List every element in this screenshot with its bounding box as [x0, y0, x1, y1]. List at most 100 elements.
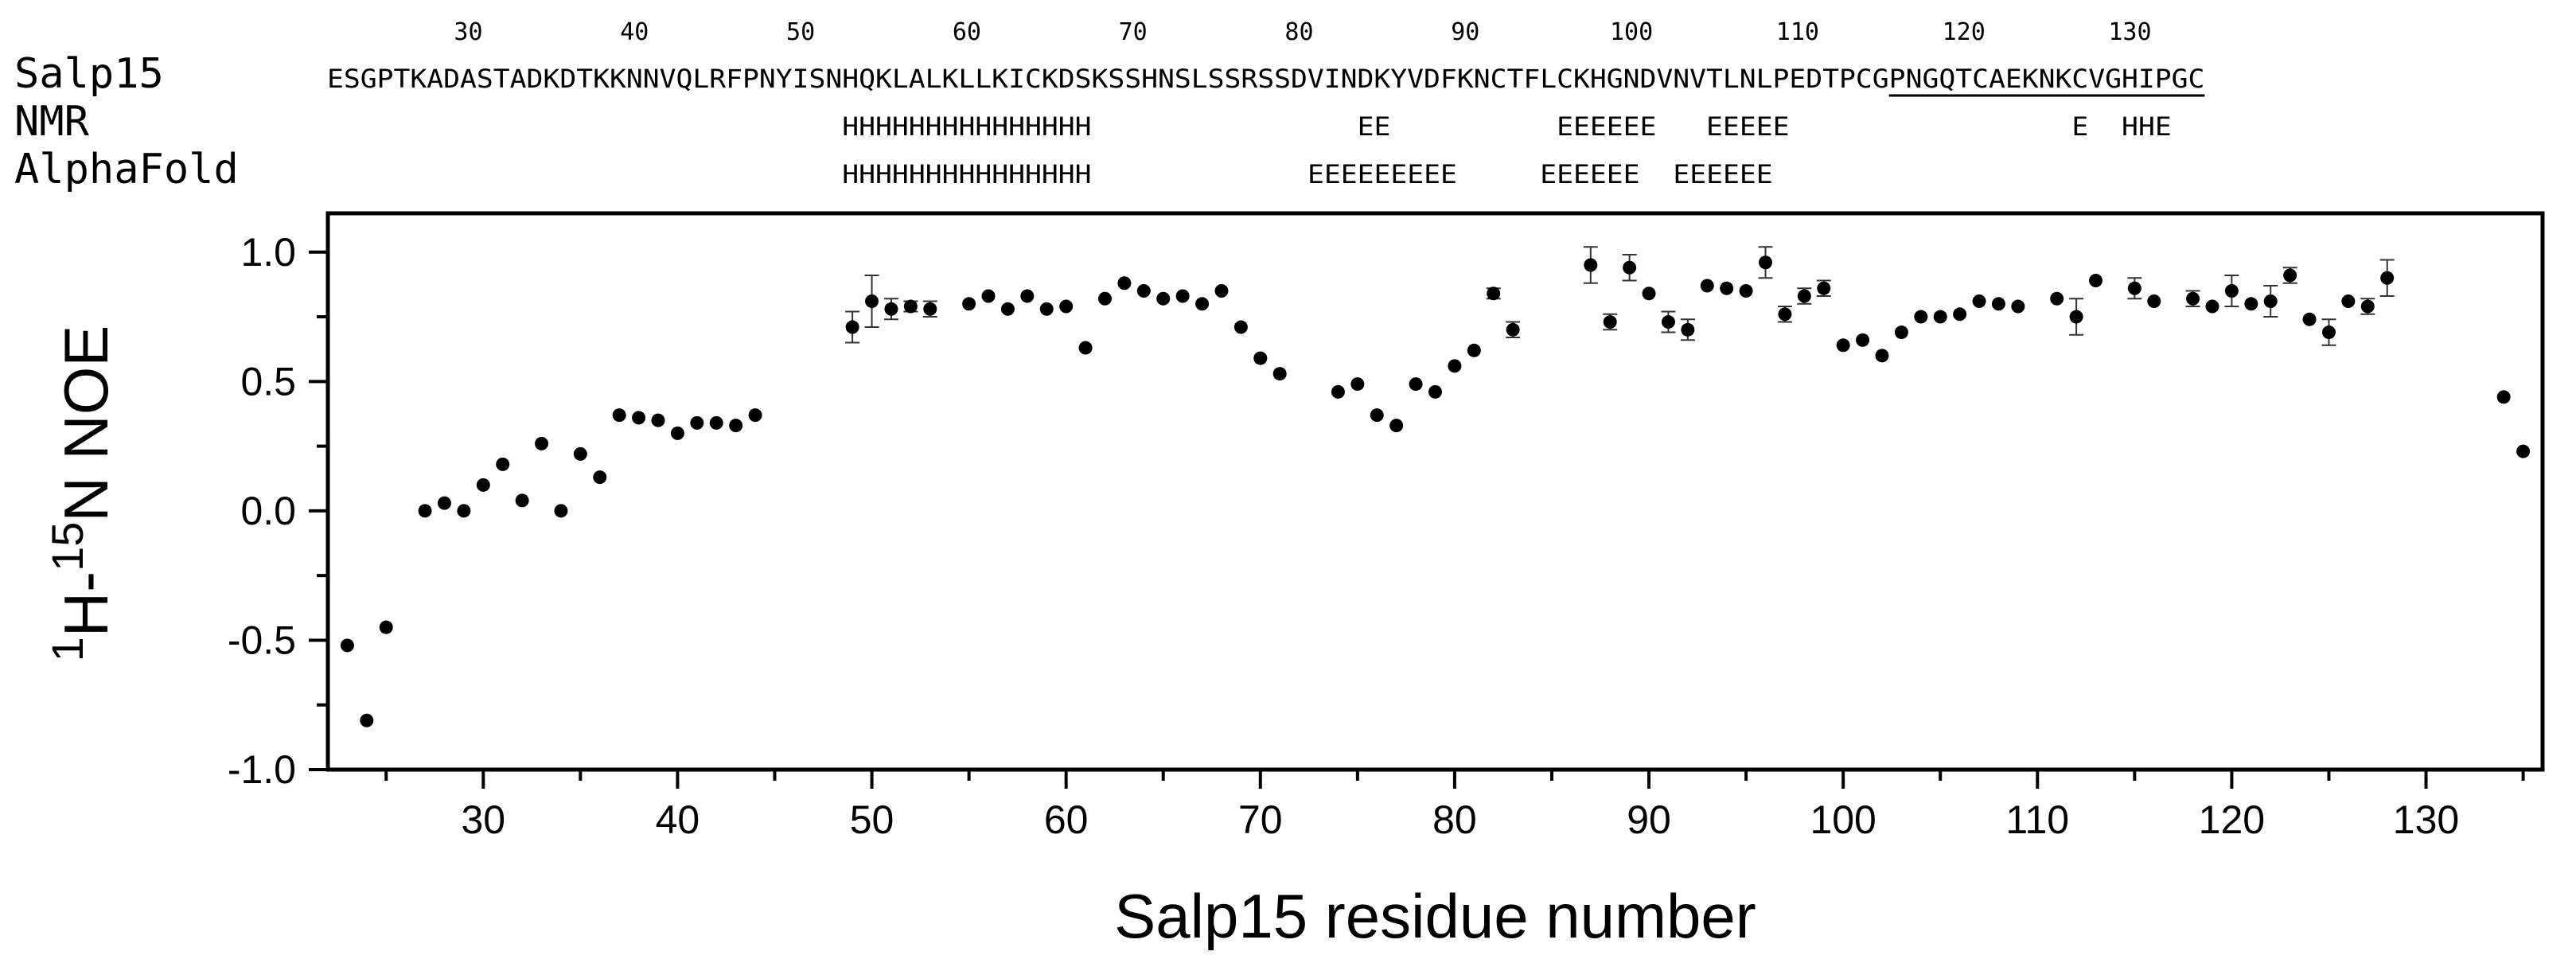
data-point [729, 419, 743, 433]
data-point [2127, 281, 2141, 295]
data-point [690, 415, 704, 430]
y-axis-label: 1H-15N NOE [42, 326, 122, 662]
y-tick-label: 0.0 [240, 489, 296, 533]
data-point [1409, 377, 1423, 392]
y-label-sup1: 1 [42, 637, 92, 661]
ruler-number: 80 [1284, 18, 1313, 46]
data-point [2224, 284, 2239, 298]
ruler-number: 110 [1776, 18, 1819, 46]
x-axis-label: Salp15 residue number [1114, 881, 1756, 951]
data-point [1933, 310, 1947, 324]
track-text: HHHHHHHHHHHHHHH EEEEEEEEE EEEEEE EEEEEE [327, 159, 1773, 189]
data-point [1875, 349, 1889, 363]
data-point [515, 493, 529, 508]
track-label: AlphaFold [14, 146, 239, 193]
x-tick-label: 70 [1238, 797, 1283, 842]
track-label: NMR [14, 98, 90, 146]
data-point [1991, 297, 2005, 311]
data-point [535, 436, 549, 450]
track-text: HHHHHHHHHHHHHHH EE EEEEEE EEEEE E HHE [327, 111, 2172, 142]
data-point [1778, 307, 1792, 322]
data-point [845, 320, 859, 334]
ruler-number: 130 [2108, 18, 2151, 46]
data-point [476, 478, 490, 492]
data-point [1487, 287, 1501, 301]
data-point [1720, 281, 1734, 295]
secondary-structure-tracks: NMR HHHHHHHHHHHHHHH EE EEEEEE EEEEE E HH… [14, 98, 2172, 193]
data-point [1700, 279, 1714, 293]
data-point [1739, 284, 1753, 298]
data-point [2186, 291, 2200, 306]
data-point [573, 446, 587, 461]
data-point [2263, 294, 2278, 309]
data-point [1623, 260, 1637, 275]
data-point [2321, 326, 2336, 340]
data-point [1856, 333, 1870, 347]
data-point [923, 302, 937, 316]
ruler-number: 50 [786, 18, 815, 46]
x-tick-label: 60 [1044, 797, 1089, 842]
data-point [1350, 377, 1365, 392]
x-tick-label: 90 [1627, 797, 1671, 842]
data-point [1428, 384, 1442, 399]
data-point [1331, 384, 1345, 399]
data-point [1953, 307, 1967, 322]
data-point [1914, 310, 1928, 324]
data-point [2205, 299, 2219, 314]
ruler-number: 100 [1610, 18, 1653, 46]
data-point [2380, 271, 2395, 285]
data-point [2050, 291, 2064, 306]
data-point [2069, 310, 2083, 324]
x-tick-label: 80 [1432, 797, 1477, 842]
data-point [1797, 289, 1811, 303]
data-point [2244, 297, 2258, 311]
y-label-sup2: 15 [42, 522, 92, 571]
data-point [457, 504, 471, 518]
y-tick-label: 1.0 [240, 230, 296, 275]
sequence-text: ESGPTKADASTADKDTKKNNVQLRFPNYISNHQKLALKLL… [327, 64, 2204, 94]
x-tick-label: 50 [850, 797, 894, 842]
y-tick-label: -0.5 [228, 618, 296, 662]
data-point [1059, 299, 1074, 314]
data-point [612, 408, 626, 423]
data-point [1233, 320, 1248, 334]
data-point [1836, 338, 1850, 353]
y-label-rest: N NOE [51, 326, 121, 522]
data-point [554, 504, 568, 518]
y-axis: -1.0 -0.5 0.0 0.5 1.0 [228, 230, 328, 792]
data-point [884, 302, 898, 316]
data-points [340, 246, 2531, 727]
sequence-label: Salp15 [14, 50, 164, 98]
data-point [2283, 268, 2297, 283]
data-point [496, 457, 510, 471]
data-point [1039, 302, 1054, 316]
data-point [1156, 291, 1171, 306]
data-point [2496, 390, 2511, 404]
data-point [1661, 315, 1675, 329]
data-point [1097, 291, 1112, 306]
data-point [1136, 284, 1151, 298]
data-point [1370, 408, 1384, 423]
data-point [1195, 297, 1210, 311]
plot-frame [325, 211, 2545, 772]
y-label-h: H- [51, 571, 121, 637]
x-tick-label: 40 [656, 797, 700, 842]
data-point [1389, 419, 1404, 433]
data-point [2360, 299, 2375, 314]
x-tick-label: 110 [2005, 797, 2069, 842]
data-point [2302, 312, 2317, 326]
data-point [360, 713, 374, 727]
data-point [1020, 289, 1035, 303]
data-point [865, 294, 879, 309]
data-point [593, 470, 607, 485]
data-point [632, 411, 646, 425]
data-point [670, 426, 684, 440]
data-point [1448, 359, 1462, 373]
data-point [1000, 302, 1015, 316]
x-tick-label: 30 [461, 797, 505, 842]
sequence-ruler: 30 40 50 60 70 80 90 100 110 120 130 [454, 18, 2151, 46]
data-point [1817, 281, 1831, 295]
data-point [1467, 343, 1481, 357]
data-point [2011, 299, 2025, 314]
